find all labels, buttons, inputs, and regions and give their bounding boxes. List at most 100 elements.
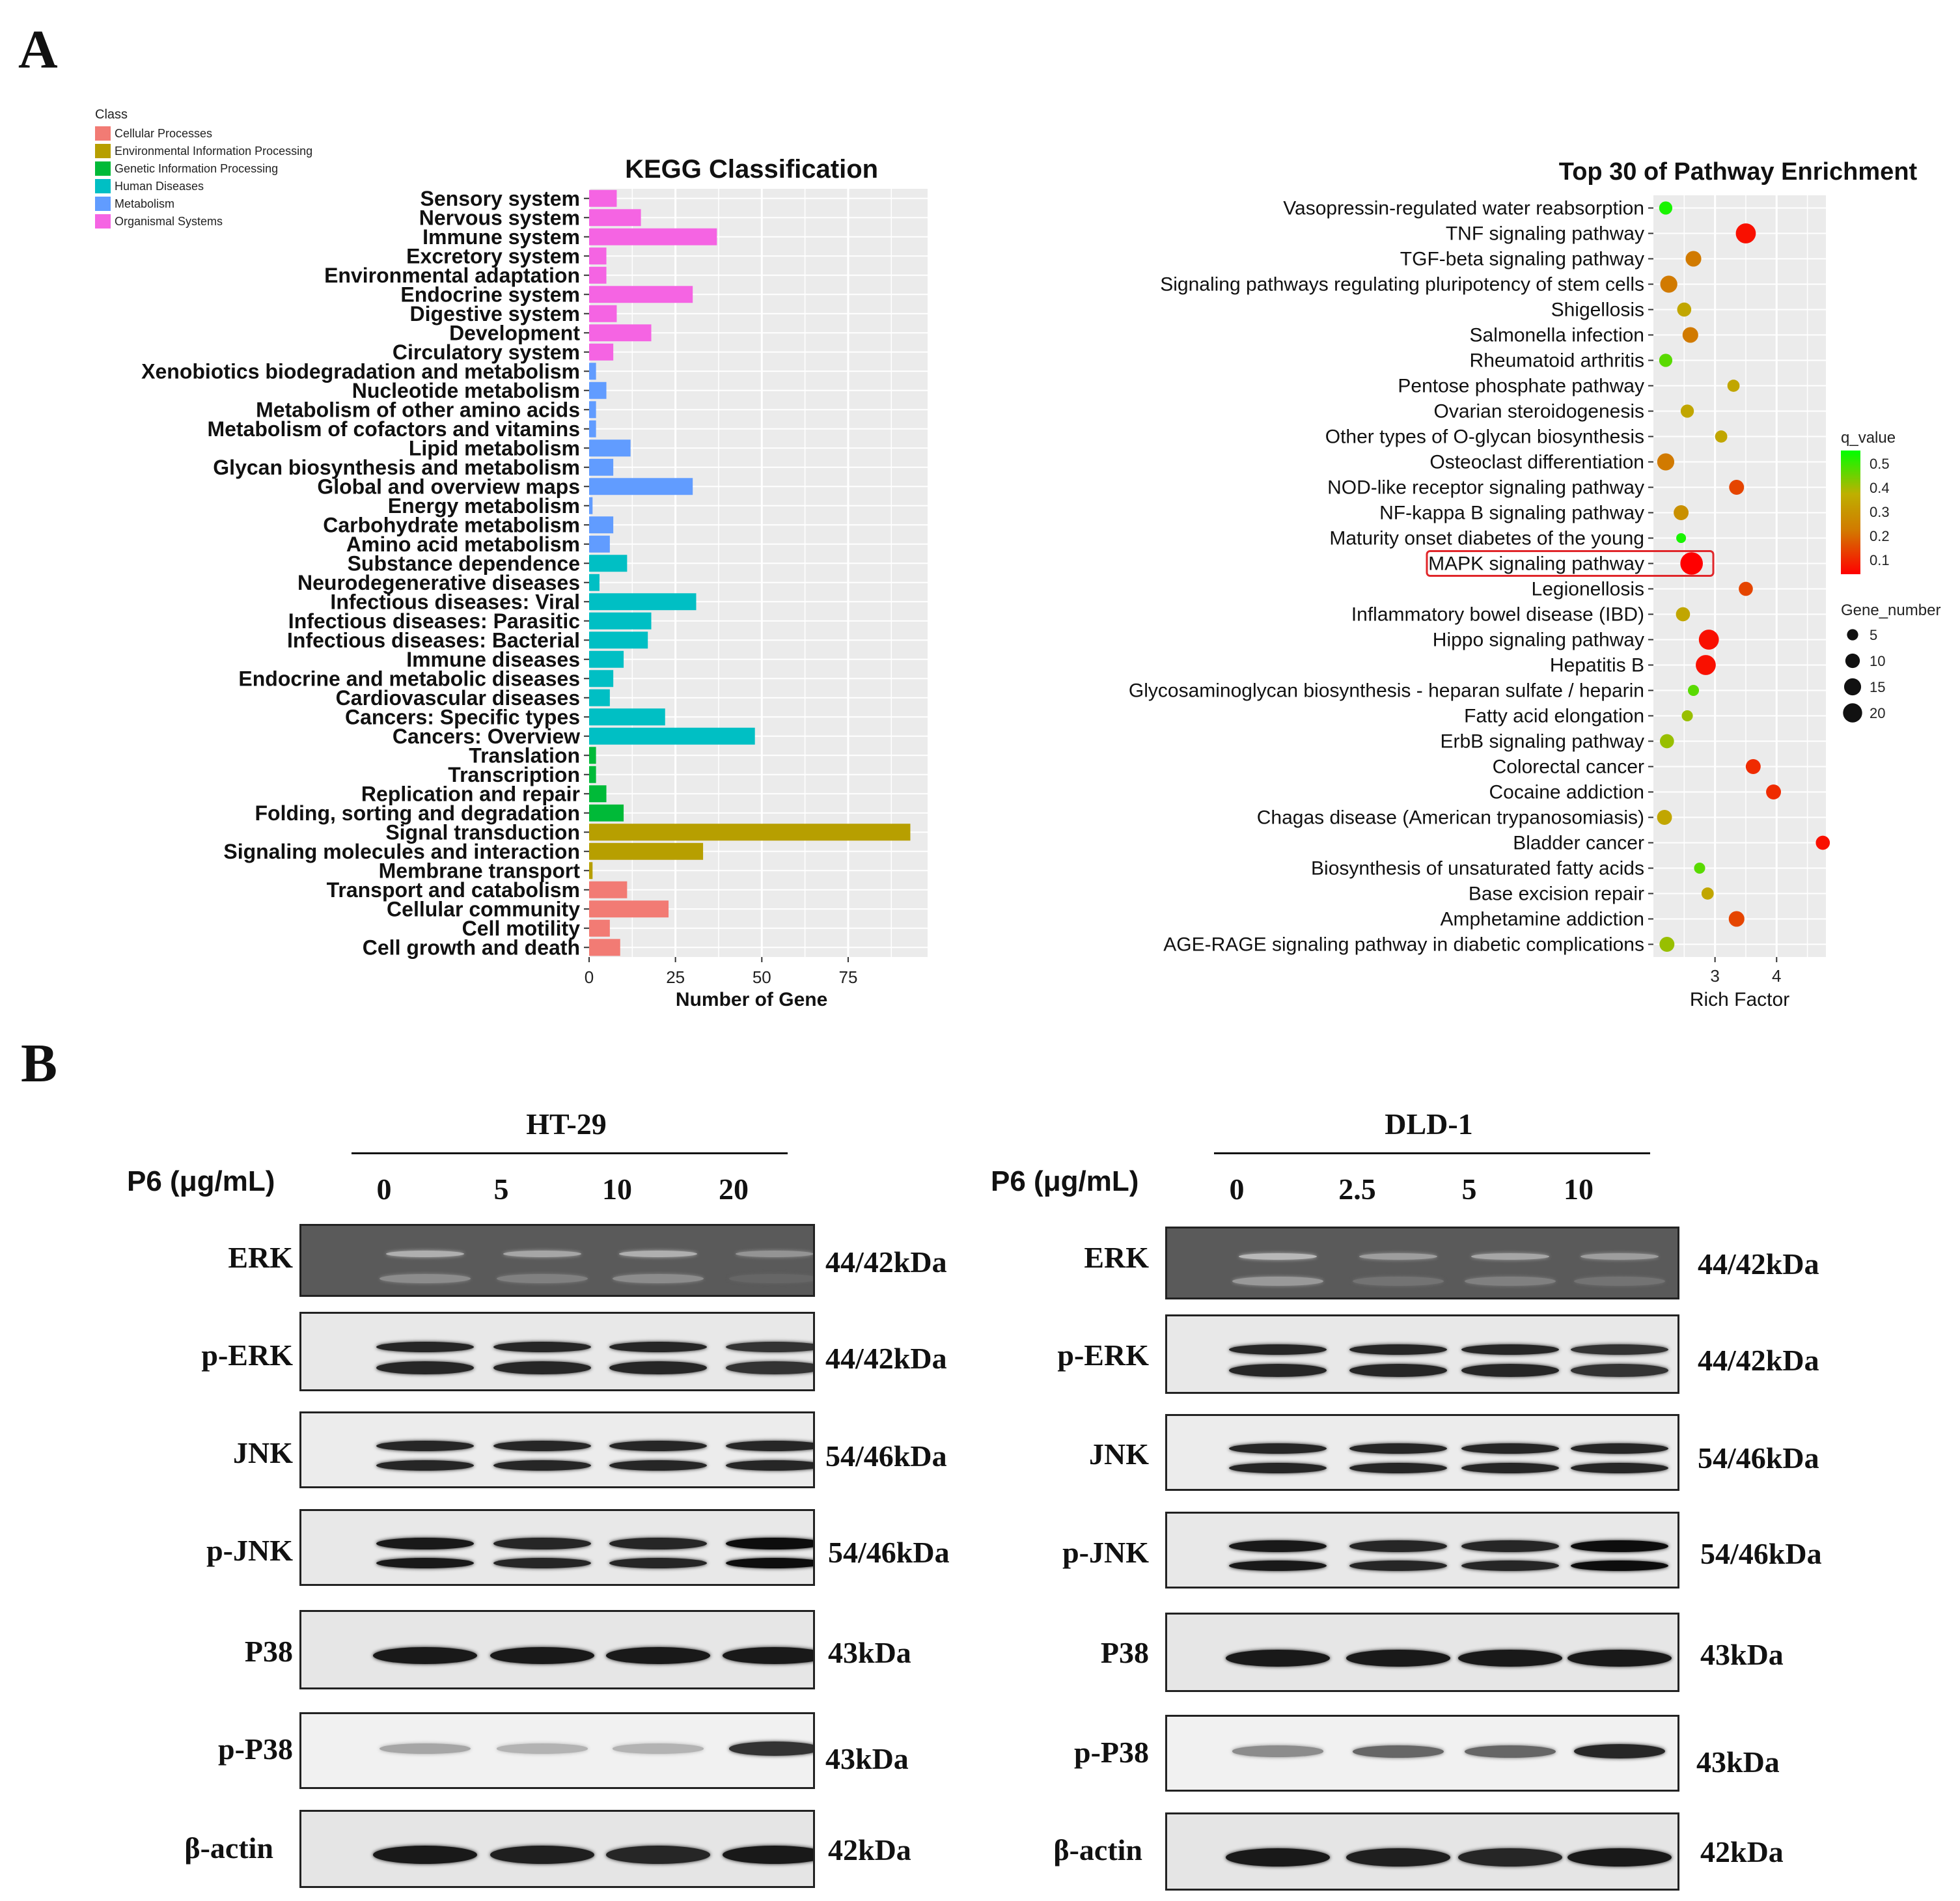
protein-band [1229,1344,1327,1355]
bar [589,401,596,419]
category-label: Replication and repair [361,782,580,805]
protein-band [497,1273,588,1283]
row-label-p38-ht29: P38 [244,1635,293,1668]
protein-band [380,1743,471,1755]
kda-label: 43kDa [1696,1745,1780,1779]
pathway-label: TGF-beta signaling pathway [1400,249,1644,270]
bar [589,670,614,687]
pathway-label: TNF signaling pathway [1446,223,1644,245]
legend-label: Metabolism [115,197,174,210]
legend-label: Cellular Processes [115,127,212,140]
protein-band [490,1846,594,1864]
colorbar-tick-label: 0.2 [1870,528,1890,544]
protein-band [726,1440,813,1451]
x-tick-label: 75 [838,967,857,987]
protein-band [1229,1463,1327,1474]
kegg-classification-chart: Class Cellular Processes Environmental Inf… [95,107,928,1010]
bar [589,824,911,841]
kda-label: 42kDa [1700,1835,1784,1868]
bar [589,535,610,553]
blot-strip [299,1509,815,1586]
protein-band [1349,1443,1447,1454]
blot-strip [1165,1613,1679,1692]
enrichment-point [1727,380,1740,392]
bar [589,458,614,476]
enrichment-point [1735,223,1756,243]
protein-band [376,1537,474,1549]
protein-band [376,1440,474,1451]
protein-band [1349,1463,1447,1474]
enrichment-point [1676,533,1687,544]
enrichment-point [1660,275,1677,293]
protein-band [493,1460,591,1471]
row-label-pp38-ht29: p-P38 [218,1732,293,1766]
enrichment-point [1659,354,1673,367]
protein-band [1461,1561,1559,1572]
enrichment-point [1657,810,1672,825]
bar [589,382,607,399]
protein-band [606,1846,710,1864]
legend-swatch [95,126,111,141]
bar [589,439,631,457]
bar [589,286,693,303]
kda-label: 54/46kDa [1700,1537,1822,1570]
protein-band [1349,1363,1447,1377]
category-label: Infectious diseases: Bacterial [287,628,580,652]
category-label: Immune diseases [406,648,580,671]
blot-strip [299,1610,815,1689]
x-tick-label: 50 [752,967,771,987]
enrichment-point [1677,302,1692,317]
protein-band [1232,1745,1323,1757]
protein-band [609,1537,707,1549]
protein-band [493,1537,591,1549]
protein-band [493,1440,591,1451]
pathway-label: Amphetamine addiction [1440,909,1644,930]
protein-band [1349,1344,1447,1355]
cell-line-title-dld1: DLD-1 [1385,1107,1473,1141]
protein-band [1229,1540,1327,1552]
enrichment-point [1766,784,1782,799]
protein-band [1349,1561,1447,1572]
bar [589,612,652,630]
kda-label: 43kDa [828,1636,911,1669]
size-legend-dot [1843,703,1862,723]
category-label: Endocrine system [400,283,580,306]
bar [589,555,628,572]
category-label: Circulatory system [393,340,580,364]
pathway-label: Hepatitis B [1550,655,1644,676]
bar [589,209,641,227]
legend-label: Environmental Information Processing [115,145,312,158]
category-label: Xenobiotics biodegradation and metabolis… [141,359,580,383]
bar [589,842,704,860]
size-legend-label: 20 [1870,705,1885,721]
size-legend-label: 10 [1870,653,1885,669]
kda-label: 42kDa [828,1833,911,1866]
bar [589,785,607,803]
colorbar-tick-label: 0.1 [1870,552,1890,568]
enrichment-point [1729,480,1745,495]
colorbar-tick-label: 0.4 [1870,480,1890,496]
pathway-label: Rheumatoid arthritis [1470,350,1644,372]
dose-label: 0 [376,1173,392,1206]
pathway-label: ErbB signaling pathway [1440,731,1644,753]
blot-strip [299,1224,815,1297]
bar [589,574,600,591]
protein-band [613,1273,704,1283]
pathway-label: Salmonella infection [1470,325,1645,346]
protein-band [1346,1650,1450,1667]
legend-title: Class [95,107,128,122]
protein-band [726,1342,813,1353]
protein-band [1458,1650,1562,1667]
enrichment-point [1680,404,1694,418]
category-label: Sensory system [421,187,580,210]
legend-label: Human Diseases [115,180,204,193]
protein-band [1574,1744,1665,1759]
category-label: Transcription [448,763,580,786]
pathway-label: Base excision repair [1469,883,1644,905]
legend-swatch [95,197,111,211]
category-label: Lipid metabolism [409,436,580,460]
cell-line-underline-ht29 [352,1152,788,1154]
protein-band [493,1361,591,1374]
blot-strip [1165,1314,1679,1394]
enrichment-point [1728,911,1745,927]
